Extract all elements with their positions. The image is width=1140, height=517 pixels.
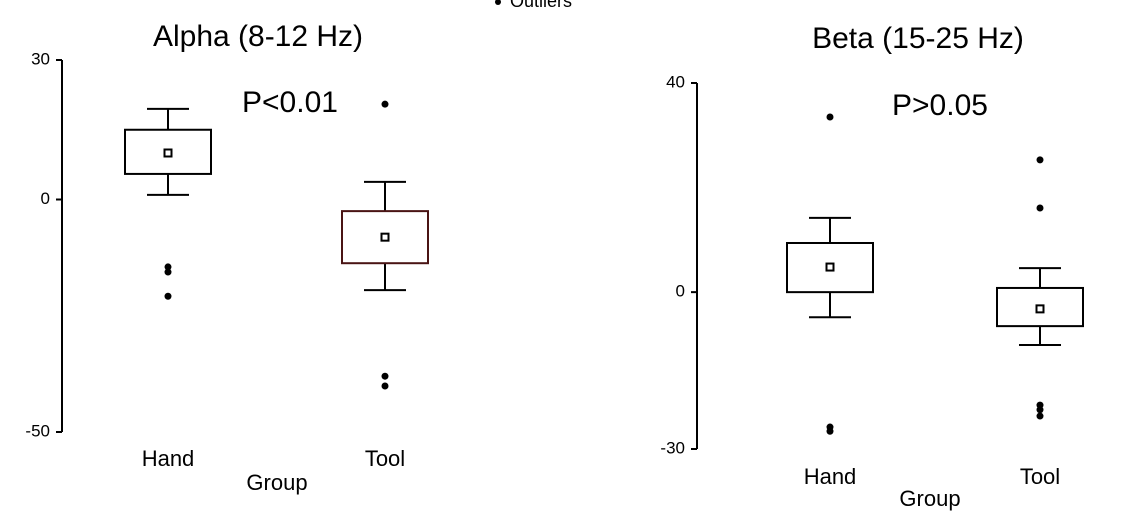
outlier: [164, 268, 172, 276]
x-tick-label: Tool: [365, 446, 405, 471]
mean-marker: [1035, 304, 1045, 314]
chart-title: Beta (15-25 Hz): [812, 22, 1024, 55]
outlier: [826, 113, 834, 121]
outlier: [826, 427, 834, 435]
y-tick-label: 30: [31, 49, 50, 68]
x-tick-label: Tool: [1020, 464, 1060, 489]
x-tick-label: Hand: [142, 446, 195, 471]
y-tick-label: 40: [666, 72, 685, 91]
y-tick-label: -30: [660, 438, 685, 457]
outlier: [381, 382, 389, 390]
annotation: P>0.05: [892, 89, 988, 122]
outlier: [381, 372, 389, 380]
x-axis-label: Group: [246, 470, 307, 495]
legend-label: Outliers: [510, 0, 572, 11]
y-tick-label: 0: [676, 282, 685, 301]
outlier: [381, 100, 389, 108]
outlier: [1036, 406, 1044, 414]
outlier: [1036, 412, 1044, 420]
mean-marker: [825, 262, 835, 272]
x-axis-label: Group: [899, 486, 960, 511]
y-tick-label: -50: [25, 421, 50, 440]
mean-marker: [163, 148, 173, 158]
box: [786, 241, 874, 294]
outlier: [164, 263, 172, 271]
annotation: P<0.01: [242, 86, 338, 119]
chart-title: Alpha (8-12 Hz): [153, 20, 363, 53]
mean-marker: [380, 232, 390, 242]
outlier: [164, 292, 172, 300]
outlier: [1036, 156, 1044, 164]
legend-marker: [495, 0, 501, 5]
x-tick-label: Hand: [804, 464, 857, 489]
outlier: [1036, 204, 1044, 212]
y-tick-label: 0: [41, 189, 50, 208]
